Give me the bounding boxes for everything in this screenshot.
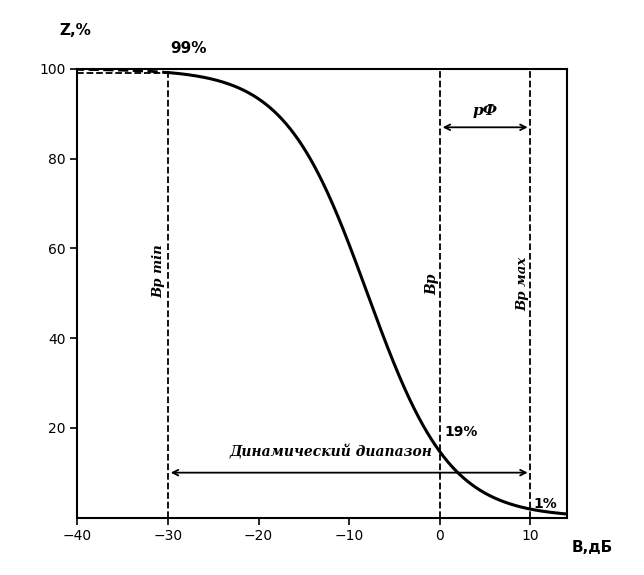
Text: Z,%: Z,% bbox=[59, 22, 91, 37]
Text: В,дБ: В,дБ bbox=[571, 540, 612, 555]
Text: 19%: 19% bbox=[444, 426, 478, 439]
Text: рФ: рФ bbox=[473, 104, 498, 118]
Text: 99%: 99% bbox=[171, 41, 207, 56]
Text: Вр: Вр bbox=[426, 274, 440, 295]
Text: Динамический диапазон: Динамический диапазон bbox=[230, 444, 433, 459]
Text: Вр мах: Вр мах bbox=[516, 257, 530, 312]
Text: Вр min: Вр min bbox=[153, 244, 166, 298]
Text: 1%: 1% bbox=[533, 497, 557, 511]
